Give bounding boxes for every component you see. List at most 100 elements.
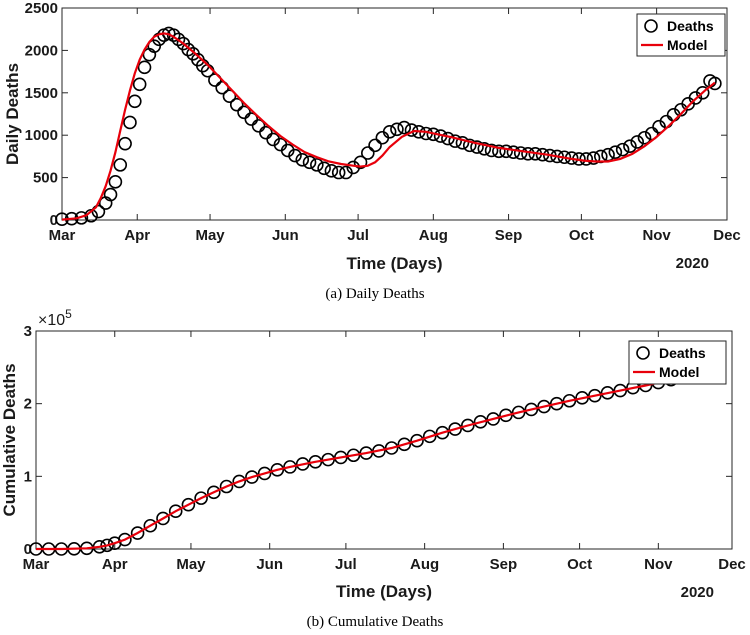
chart-caption: (b) Cumulative Deaths: [307, 614, 444, 630]
year-label: 2020: [681, 584, 714, 601]
y-tick-label: 1: [24, 468, 32, 485]
x-tick-label: Jul: [347, 227, 369, 244]
x-tick-label: Jun: [256, 556, 283, 573]
plot-area: [61, 7, 728, 221]
data-point: [524, 402, 539, 417]
data-point: [499, 408, 513, 423]
chart-caption: (a) Daily Deaths: [325, 286, 424, 302]
data-point: [295, 152, 310, 167]
x-tick-label: Oct: [567, 556, 592, 573]
data-point: [613, 383, 628, 398]
data-point: [288, 148, 302, 163]
legend-marker-deaths: [644, 19, 658, 33]
data-point: [588, 388, 602, 403]
data-point: [194, 491, 208, 505]
x-tick-label: Jul: [335, 556, 357, 573]
x-tick-label: Aug: [410, 556, 439, 573]
data-point: [404, 123, 419, 137]
data-point: [137, 60, 152, 75]
data-point: [310, 158, 324, 172]
data-point: [608, 145, 623, 159]
data-point: [695, 86, 710, 100]
data-point: [143, 518, 158, 533]
data-point: [222, 89, 237, 103]
data-point: [168, 504, 183, 519]
series-model-line: [61, 32, 716, 221]
data-point: [219, 479, 234, 494]
data-point: [156, 511, 170, 526]
data-point: [422, 429, 437, 444]
data-point: [562, 393, 577, 408]
x-tick-label: Dec: [718, 556, 746, 573]
legend-box: [636, 13, 726, 57]
data-point: [245, 470, 259, 484]
data-point: [455, 136, 470, 150]
data-point: [579, 152, 594, 166]
chart-2: Mar Apr May Jun Jul Aug Sep Oct Nov Dec 0 1 2 3 ×105 Ti…: [0, 307, 746, 630]
series-deaths: [29, 351, 727, 556]
y-tick-label: 0: [50, 212, 58, 229]
data-point: [461, 418, 475, 433]
data-point: [229, 97, 244, 112]
data-point: [259, 125, 273, 140]
legend-label-model: Model: [659, 364, 699, 380]
y-tick-label: 500: [33, 170, 58, 187]
y-axis-label: Daily Deaths: [3, 63, 22, 165]
data-point: [435, 425, 450, 440]
legend-label-deaths: Deaths: [659, 345, 706, 361]
data-point: [384, 441, 399, 455]
x-tick-label: Sep: [490, 556, 518, 573]
series-model-line: [36, 364, 720, 551]
chart-1: Mar Apr May Jun Jul Aug Sep Oct Nov Dec 0 500 1000 15…: [3, 0, 741, 302]
x-tick-label: Mar: [23, 556, 50, 573]
data-point: [630, 135, 645, 149]
data-point: [410, 433, 424, 448]
data-point: [549, 396, 564, 411]
data-point: [181, 497, 196, 512]
data-point: [484, 143, 499, 158]
data-point: [118, 532, 132, 547]
data-point: [130, 526, 145, 540]
x-tick-label: May: [176, 556, 206, 573]
y-tick-label: 1500: [25, 85, 58, 102]
legend-label-model: Model: [667, 37, 707, 53]
data-point: [123, 115, 137, 130]
data-point: [207, 485, 221, 500]
data-point: [397, 120, 412, 135]
data-point: [113, 158, 128, 172]
data-point: [637, 130, 652, 145]
x-tick-label: Mar: [49, 227, 76, 244]
data-point: [448, 422, 462, 436]
x-axis-label: Time (Days): [336, 582, 432, 601]
data-point: [470, 140, 484, 154]
data-point: [441, 131, 455, 146]
x-axis-label: Time (Days): [346, 254, 442, 273]
data-point: [492, 144, 506, 159]
plot-area: [35, 330, 733, 550]
legend: Deaths Model: [628, 340, 727, 385]
data-point: [132, 77, 147, 92]
x-tick-label: Nov: [644, 556, 673, 573]
data-point: [251, 119, 266, 133]
y-tick-label: 1000: [25, 127, 58, 144]
data-point: [118, 136, 132, 151]
data-point: [331, 165, 346, 180]
data-point: [270, 462, 285, 477]
data-point: [615, 142, 630, 157]
data-point: [171, 32, 186, 47]
data-point: [244, 112, 259, 126]
data-point: [257, 466, 272, 481]
data-point: [128, 94, 142, 109]
data-point: [390, 122, 404, 137]
x-tick-label: Apr: [102, 556, 128, 573]
data-point: [324, 164, 339, 178]
data-point: [601, 147, 615, 162]
data-point: [100, 538, 114, 553]
x-tick-label: Dec: [713, 227, 741, 244]
data-point: [232, 474, 247, 489]
data-point: [397, 437, 412, 452]
data-point: [448, 134, 462, 148]
y-tick-label: 3: [24, 323, 32, 340]
y-tick-label: 0: [24, 541, 32, 558]
data-point: [477, 141, 492, 156]
